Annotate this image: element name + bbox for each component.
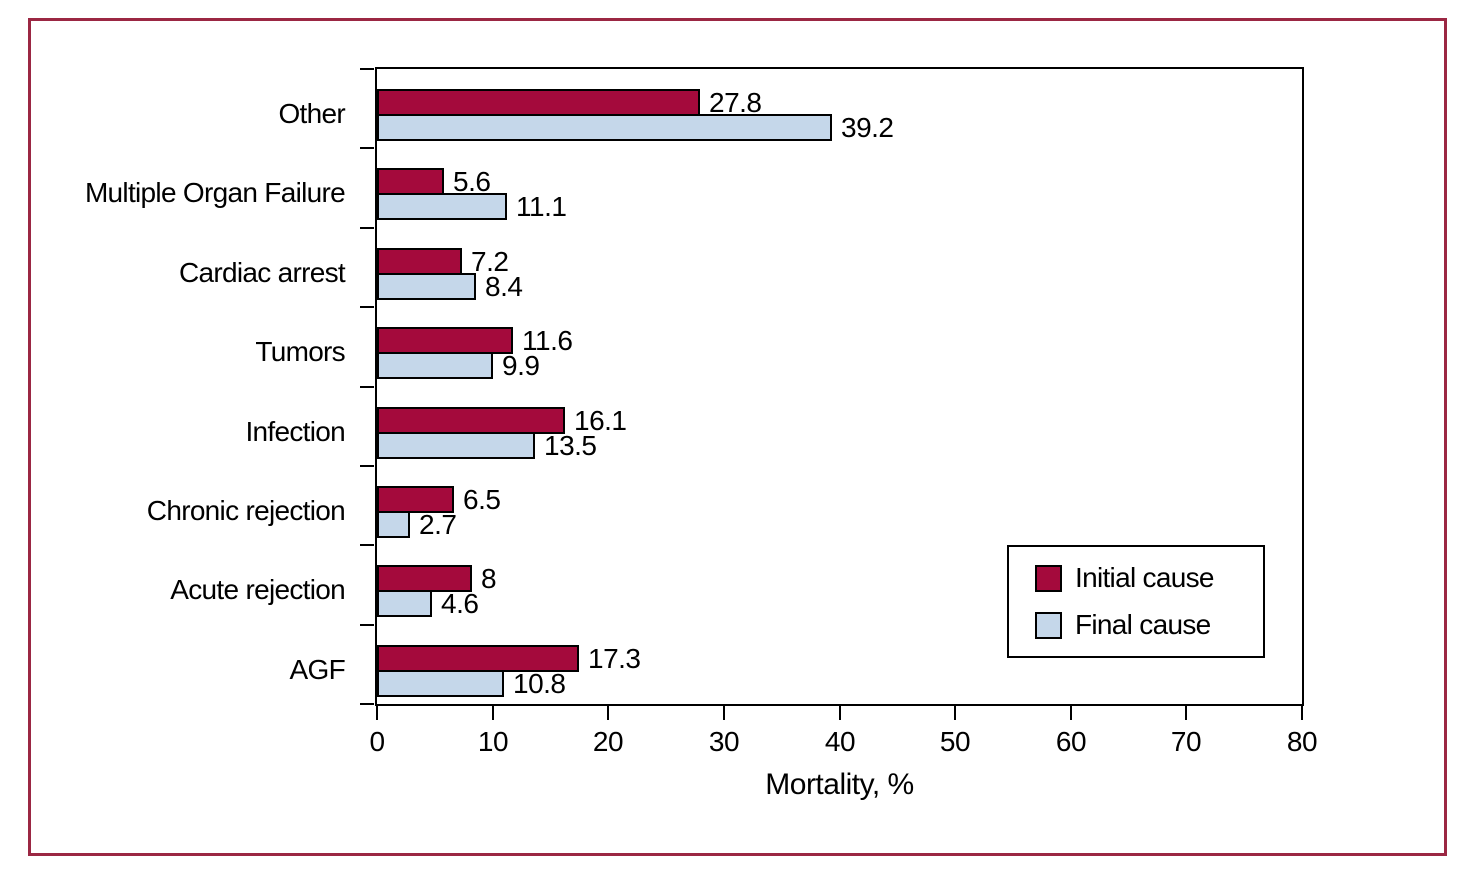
bar-initial-cause (377, 89, 700, 116)
bar-final-cause (377, 511, 410, 538)
bar-value-label: 6.5 (463, 484, 501, 515)
x-axis-tick (492, 706, 494, 720)
plot-area: 27.8 39.2 5.6 11.1 7.2 8.4 11.6 9.9 16.1 13.5 6.5 2… (375, 67, 1304, 706)
bar-final-cause (377, 432, 535, 459)
x-axis-tick (376, 706, 378, 720)
x-axis-tick-label: 20 (592, 726, 624, 757)
bar-value-label: 13.5 (544, 430, 597, 461)
y-axis-tick (360, 68, 374, 70)
y-axis-tick (360, 703, 374, 705)
bar-final-cause (377, 193, 507, 220)
bar-initial-cause (377, 407, 565, 434)
legend-entry-final-cause: Final cause (1035, 609, 1263, 641)
y-axis-tick (360, 147, 374, 149)
bar-value-label: 9.9 (502, 350, 540, 381)
bar-value-label: 11.6 (522, 325, 573, 356)
bar-value-label: 4.6 (441, 588, 479, 619)
x-axis-tick (723, 706, 725, 720)
category-label: Chronic rejection (146, 495, 346, 526)
bar-final-cause (377, 273, 476, 300)
bar-value-label: 2.7 (419, 509, 457, 540)
legend-swatch-final-cause-icon (1035, 611, 1062, 639)
x-axis-tick-label: 60 (1055, 726, 1087, 757)
legend-label-final-cause: Final cause (1075, 609, 1211, 640)
x-axis-tick-label: 0 (369, 726, 385, 757)
bar-value-label: 27.8 (709, 87, 762, 118)
bar-initial-cause (377, 248, 462, 275)
y-axis-tick (360, 386, 374, 388)
y-axis-tick (360, 544, 374, 546)
x-axis-title: Mortality, % (765, 768, 914, 801)
x-axis-tick-label: 40 (824, 726, 856, 757)
bar-value-label: 8 (481, 563, 497, 594)
bar-value-label: 7.2 (471, 246, 509, 277)
x-axis-tick (1301, 706, 1303, 720)
x-axis-tick-label: 70 (1170, 726, 1202, 757)
legend: Initial cause Final cause (1007, 545, 1265, 658)
y-axis-tick (360, 306, 374, 308)
bar-final-cause (377, 114, 832, 141)
legend-swatch-initial-cause-icon (1035, 564, 1062, 592)
bar-value-label: 10.8 (513, 668, 566, 699)
legend-label-initial-cause: Initial cause (1075, 562, 1214, 593)
x-axis-tick (607, 706, 609, 720)
category-label: AGF (289, 654, 346, 685)
bar-initial-cause (377, 486, 454, 513)
bar-value-label: 8.4 (485, 271, 523, 302)
bar-value-label: 17.3 (588, 643, 641, 674)
category-label: Other (278, 98, 345, 129)
category-label: Tumors (255, 336, 345, 367)
bar-final-cause (377, 590, 432, 617)
category-label: Multiple Organ Failure (84, 177, 346, 208)
x-axis-tick (1185, 706, 1187, 720)
category-label: Infection (245, 416, 345, 447)
legend-entry-initial-cause: Initial cause (1035, 562, 1263, 594)
bar-final-cause (377, 352, 493, 379)
y-axis-tick (360, 227, 374, 229)
x-axis-tick-label: 10 (477, 726, 509, 757)
x-axis-tick-label: 50 (939, 726, 971, 757)
x-axis-tick-label: 80 (1286, 726, 1318, 757)
category-label: Acute rejection (170, 574, 345, 605)
x-axis-tick-label: 30 (708, 726, 740, 757)
bar-initial-cause (377, 168, 444, 195)
y-axis-tick (360, 465, 374, 467)
bar-value-label: 39.2 (841, 112, 894, 143)
bar-final-cause (377, 670, 504, 697)
bar-value-label: 5.6 (453, 166, 491, 197)
bar-value-label: 16.1 (574, 405, 627, 436)
bar-value-label: 11.1 (516, 191, 567, 222)
bar-initial-cause (377, 327, 513, 354)
x-axis-tick (839, 706, 841, 720)
y-axis-tick (360, 624, 374, 626)
x-axis-tick (954, 706, 956, 720)
category-label: Cardiac arrest (178, 257, 346, 288)
x-axis-tick (1070, 706, 1072, 720)
